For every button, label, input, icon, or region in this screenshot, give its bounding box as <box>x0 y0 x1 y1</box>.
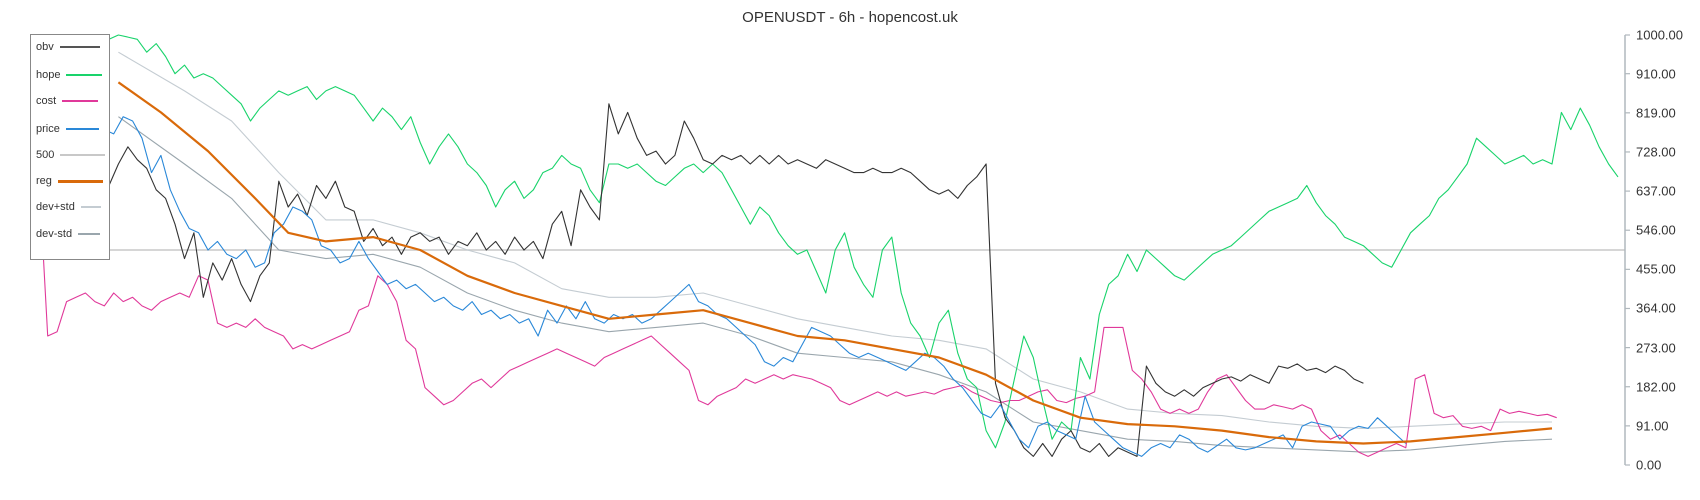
legend-item-devminusstd[interactable]: dev-std <box>36 228 101 240</box>
legend-item-hope[interactable]: hope <box>36 69 103 81</box>
legend-item-cost[interactable]: cost <box>36 95 99 107</box>
legend-swatch-icon <box>62 100 99 102</box>
y-tick-label: 637.00 <box>1636 183 1676 199</box>
legend-label: dev-std <box>36 228 73 240</box>
y-tick-label: 182.00 <box>1636 379 1676 395</box>
chart-title: OPENUSDT - 6h - hopencost.uk <box>742 9 958 26</box>
legend-label: dev+std <box>36 201 75 213</box>
legend-label: hope <box>36 69 61 81</box>
legend-label: price <box>36 123 60 135</box>
legend: obv hope cost price 500 reg dev+std dev-std <box>30 34 110 260</box>
series-price <box>42 77 1407 457</box>
y-tick-label: 0.00 <box>1636 457 1662 473</box>
y-tick-label: 273.00 <box>1636 340 1676 356</box>
series-reg <box>117 81 1553 445</box>
legend-label: cost <box>36 95 57 107</box>
series-dev-std <box>118 116 1553 453</box>
series-hope <box>42 34 1619 449</box>
y-tick-label: 91.00 <box>1636 418 1669 434</box>
y-tick-label: 1000.00 <box>1636 27 1683 43</box>
y-tick-label: 546.00 <box>1636 222 1676 238</box>
series-cost <box>42 249 1557 457</box>
legend-item-reg[interactable]: reg <box>36 175 103 187</box>
y-tick-label: 910.00 <box>1636 66 1676 82</box>
y-tick-label: 728.00 <box>1636 144 1676 160</box>
series-dev-plus-std <box>118 51 1552 429</box>
legend-swatch-icon <box>65 128 99 130</box>
legend-item-price[interactable]: price <box>36 123 99 135</box>
legend-swatch-icon <box>57 179 103 183</box>
legend-item-devplusstd[interactable]: dev+std <box>36 201 101 213</box>
legend-item-obv[interactable]: obv <box>36 41 100 53</box>
legend-swatch-icon <box>60 154 106 156</box>
legend-label: 500 <box>36 149 55 161</box>
legend-swatch-icon <box>80 206 101 208</box>
legend-swatch-icon <box>59 46 100 48</box>
series-obv <box>42 95 1364 457</box>
legend-swatch-icon <box>66 74 103 76</box>
y-tick-label: 455.00 <box>1636 261 1676 277</box>
legend-label: obv <box>36 41 54 53</box>
legend-label: reg <box>36 175 52 187</box>
legend-item-500[interactable]: 500 <box>36 149 106 161</box>
y-tick-label: 819.00 <box>1636 105 1676 121</box>
y-tick-label: 364.00 <box>1636 300 1676 316</box>
legend-swatch-icon <box>78 233 101 235</box>
